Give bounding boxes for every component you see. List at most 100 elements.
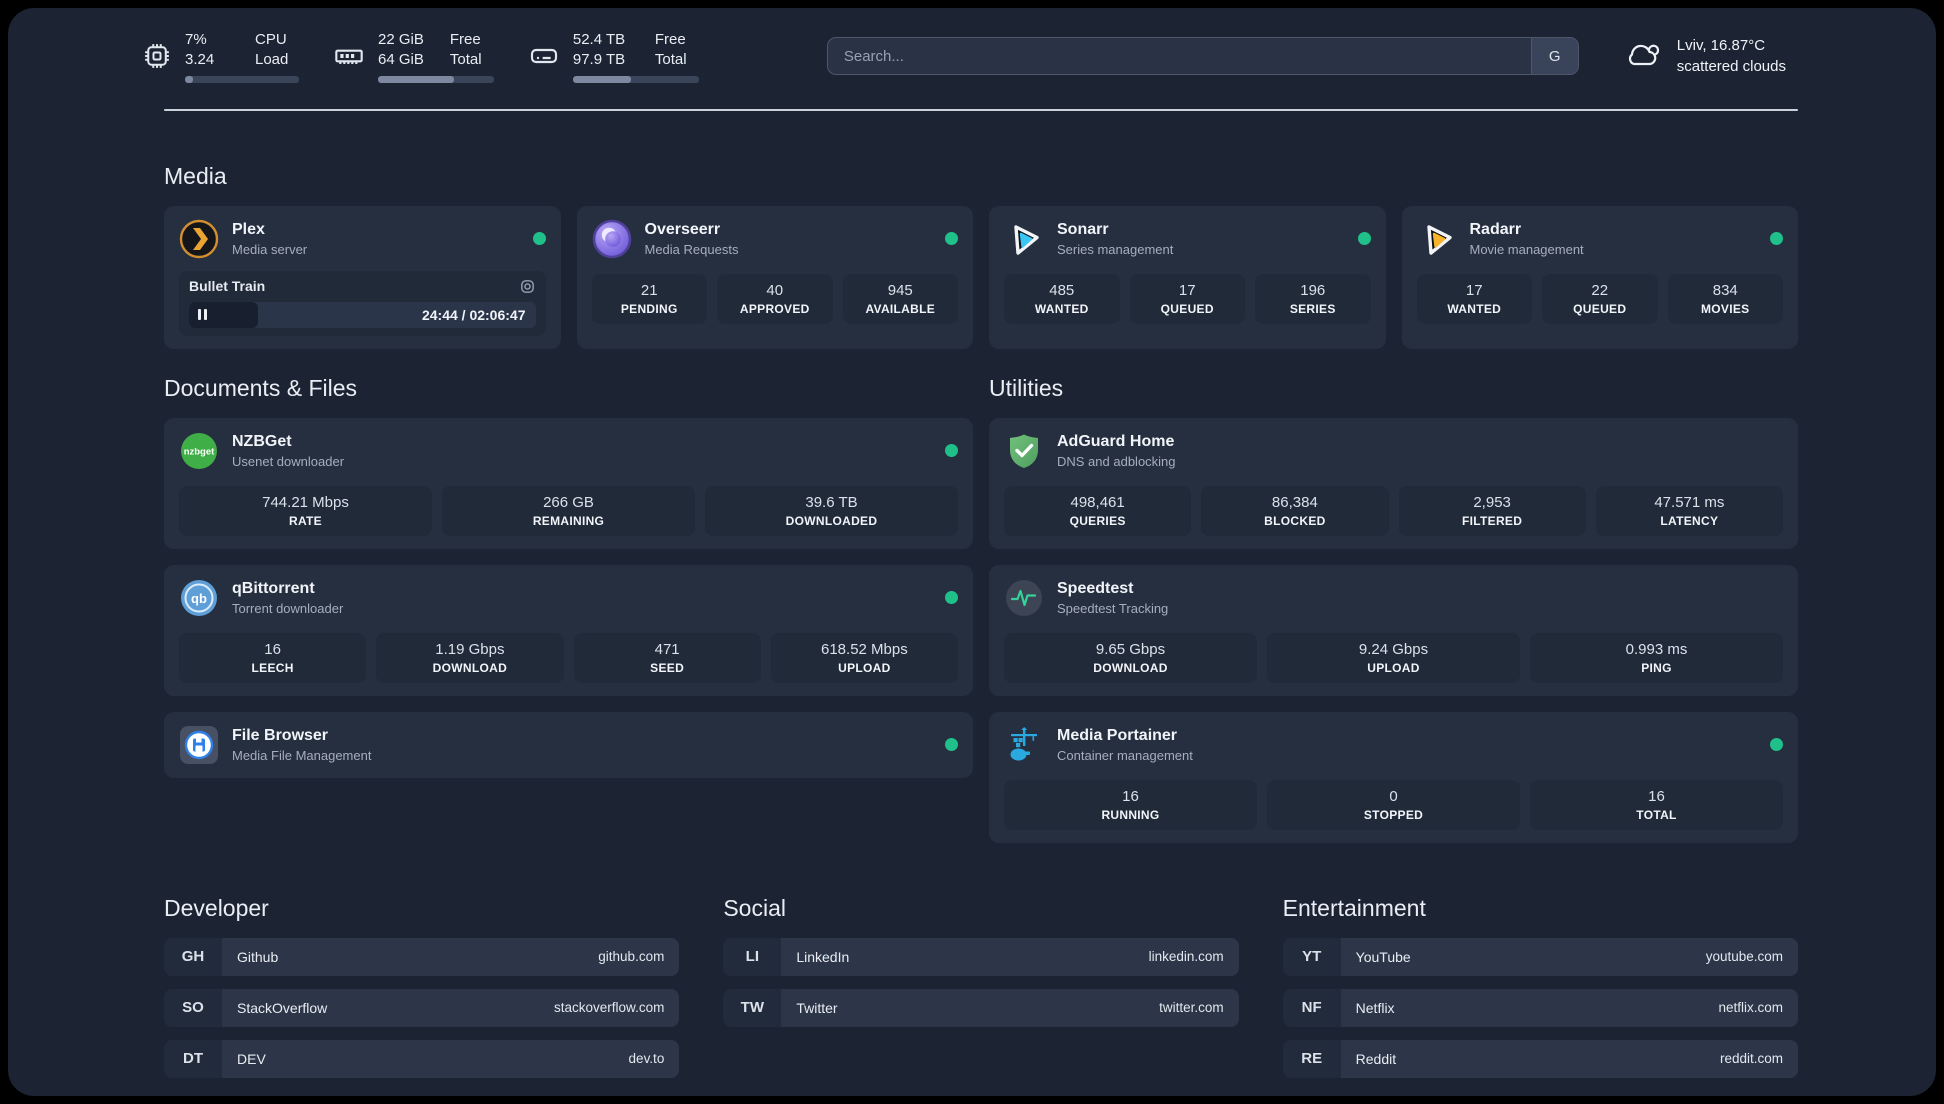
- app-card-sonarr[interactable]: Sonarr Series management 485 WANTED 17 Q…: [989, 205, 1386, 349]
- stat-value: 40: [766, 281, 784, 299]
- bookmark-url: dev.to: [628, 1051, 665, 1066]
- app-name: Media Portainer: [1057, 726, 1178, 744]
- stat-label: QUEUED: [1573, 301, 1627, 316]
- stat-label: AVAILABLE: [865, 301, 936, 316]
- app-desc: Series management: [1057, 241, 1174, 257]
- status-online-dot: [1770, 738, 1783, 751]
- topbar: 7% 3.24 CPU Load: [142, 30, 1786, 83]
- ram-icon: [333, 40, 365, 72]
- stat-box: 16 RUNNING: [1004, 779, 1257, 830]
- sonarr-icon: [1004, 219, 1044, 259]
- stat-label: BLOCKED: [1264, 513, 1326, 528]
- stat-value: 1.19 Gbps: [435, 640, 505, 658]
- bookmark-group-entertainment: Entertainment YT YouTube youtube.com NF …: [1282, 894, 1798, 1078]
- app-card-plex[interactable]: Plex Media server Bullet Train: [164, 205, 561, 349]
- stat-box: 86,384 BLOCKED: [1201, 485, 1389, 536]
- weather-icon: [1623, 37, 1663, 76]
- bookmark-name: DEV: [237, 1050, 266, 1067]
- cpu-progress-bar: [185, 75, 299, 83]
- pause-icon[interactable]: [198, 309, 207, 320]
- stat-value: 945: [887, 281, 913, 299]
- radarr-icon: [1417, 219, 1457, 259]
- playback-time: 24:44 / 02:06:47: [421, 306, 526, 323]
- app-card-speedtest[interactable]: Speedtest Speedtest Tracking 9.65 Gbps D…: [989, 564, 1798, 696]
- stat-box: 40 APPROVED: [717, 273, 833, 324]
- stat-label: LATENCY: [1660, 513, 1719, 528]
- now-playing-title: Bullet Train: [189, 278, 266, 294]
- bookmark-stackoverflow[interactable]: SO StackOverflow stackoverflow.com: [164, 988, 680, 1027]
- stat-label: QUEUED: [1160, 301, 1214, 316]
- adguard-icon: [1004, 431, 1044, 471]
- playback-progress-bar[interactable]: 24:44 / 02:06:47: [189, 301, 536, 328]
- stat-label: DOWNLOAD: [1093, 660, 1168, 675]
- stat-label: UPLOAD: [838, 660, 891, 675]
- section-title-developer: Developer: [164, 894, 269, 921]
- qbittorrent-icon: qb: [179, 578, 219, 618]
- bookmark-github[interactable]: GH Github github.com: [164, 937, 680, 976]
- cpu-label-1: CPU: [255, 31, 287, 48]
- bookmark-linkedin[interactable]: LI LinkedIn linkedin.com: [723, 937, 1239, 976]
- section-title-social: Social: [723, 894, 786, 921]
- stat-label: LEECH: [251, 660, 294, 675]
- stat-box: 471 SEED: [573, 632, 761, 683]
- search-input[interactable]: [827, 38, 1531, 75]
- ram-label-1: Free: [449, 31, 481, 48]
- app-name: Plex: [232, 220, 265, 238]
- stat-label: RUNNING: [1101, 807, 1160, 822]
- stat-label: WANTED: [1034, 301, 1089, 316]
- svg-text:qb: qb: [191, 591, 207, 606]
- stat-label: DOWNLOADED: [785, 513, 878, 528]
- bookmark-dev[interactable]: DT DEV dev.to: [164, 1039, 680, 1078]
- stat-label: RATE: [289, 513, 322, 528]
- stat-box: 9.65 Gbps DOWNLOAD: [1004, 632, 1257, 683]
- status-online-dot: [945, 232, 958, 245]
- bookmark-name: Reddit: [1355, 1050, 1397, 1067]
- stat-label: REMAINING: [532, 513, 605, 528]
- stat-box: 17 WANTED: [1416, 273, 1532, 324]
- stat-box: 22 QUEUED: [1542, 273, 1658, 324]
- search-engine-button[interactable]: G: [1530, 38, 1578, 75]
- plex-icon: [179, 219, 219, 259]
- cpu-label-2: Load: [255, 51, 289, 69]
- bookmark-abbr: SO: [164, 988, 222, 1027]
- bookmark-youtube[interactable]: YT YouTube youtube.com: [1282, 937, 1798, 976]
- cpu-value-1: 7%: [185, 31, 207, 48]
- nzbget-icon: nzbget: [179, 431, 219, 471]
- section-title-entertainment: Entertainment: [1282, 894, 1426, 921]
- stat-box: 17 QUEUED: [1129, 273, 1245, 324]
- app-card-overseerr[interactable]: Overseerr Media Requests 21 PENDING 40 A…: [576, 205, 973, 349]
- app-name: Overseerr: [644, 220, 721, 238]
- cpu-monitor: 7% 3.24 CPU Load: [142, 30, 299, 83]
- ram-value-2: 64 GiB: [378, 51, 424, 69]
- stat-value: 16: [1122, 787, 1139, 805]
- stat-box: 47.571 ms LATENCY: [1595, 485, 1783, 536]
- settings-icon[interactable]: [519, 278, 536, 295]
- stat-value: 39.6 TB: [805, 493, 858, 511]
- disk-label-1: Free: [654, 31, 686, 48]
- app-card-radarr[interactable]: Radarr Movie management 17 WANTED 22 QUE…: [1401, 205, 1798, 349]
- bookmark-reddit[interactable]: RE Reddit reddit.com: [1282, 1039, 1798, 1078]
- bookmark-twitter[interactable]: TW Twitter twitter.com: [723, 988, 1239, 1027]
- bookmark-abbr: LI: [723, 937, 782, 976]
- stat-label: SEED: [650, 660, 685, 675]
- app-card-portainer[interactable]: Media Portainer Container management 16 …: [989, 711, 1798, 843]
- cpu-value-2: 3.24: [185, 51, 215, 69]
- media-grid: Plex Media server Bullet Train: [164, 205, 1798, 349]
- ram-value-1: 22 GiB: [378, 31, 424, 48]
- cpu-icon: [142, 41, 172, 71]
- stat-value: 47.571 ms: [1654, 493, 1725, 511]
- stat-box: 16 TOTAL: [1530, 779, 1783, 830]
- portainer-icon: [1004, 725, 1044, 765]
- app-desc: Media File Management: [232, 747, 372, 763]
- bookmark-netflix[interactable]: NF Netflix netflix.com: [1282, 988, 1798, 1027]
- stat-value: 618.52 Mbps: [821, 640, 908, 658]
- section-title-utilities: Utilities: [989, 374, 1064, 401]
- search-bar: G: [826, 37, 1579, 76]
- stat-label: STOPPED: [1363, 807, 1424, 822]
- app-card-adguard[interactable]: AdGuard Home DNS and adblocking 498,461 …: [989, 417, 1798, 549]
- stat-box: 21 PENDING: [591, 273, 707, 324]
- app-card-filebrowser[interactable]: File Browser Media File Management: [164, 711, 973, 778]
- bookmark-abbr: DT: [164, 1039, 222, 1078]
- app-card-nzbget[interactable]: nzbget NZBGet Usenet downloader 744.21 M…: [164, 417, 973, 549]
- app-card-qbittorrent[interactable]: qb qBittorrent Torrent downloader 16: [164, 564, 973, 696]
